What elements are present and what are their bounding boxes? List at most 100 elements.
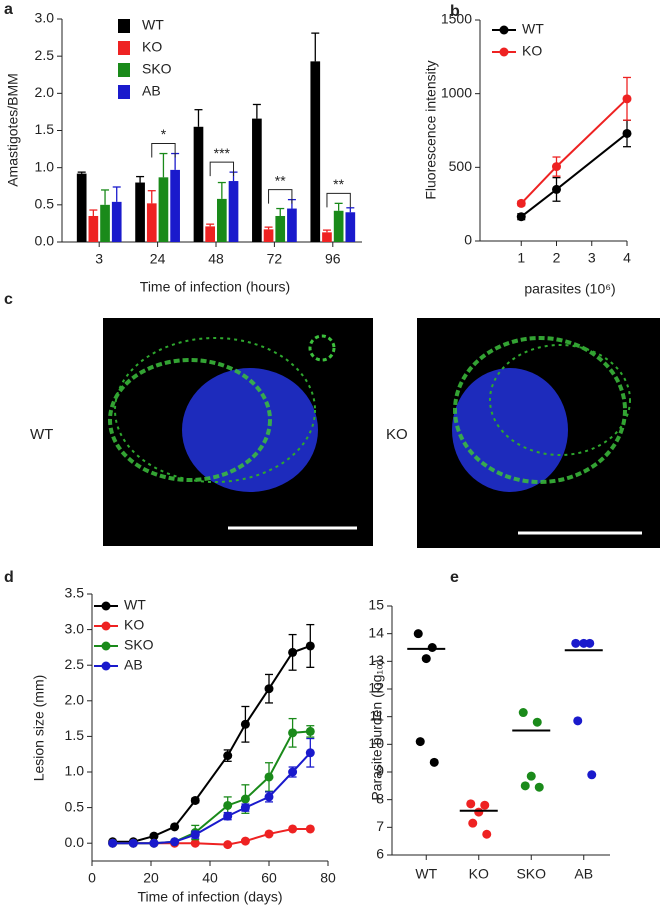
- data-point: [240, 803, 250, 813]
- panel-letter: c: [4, 291, 13, 308]
- data-point: [518, 708, 528, 718]
- legend-label: WT: [142, 17, 164, 33]
- legend-swatch: [118, 85, 130, 99]
- data-point: [170, 822, 180, 832]
- data-point: [413, 629, 423, 639]
- significance-label: **: [333, 176, 344, 192]
- x-tick-label: 3: [588, 250, 596, 266]
- series-line: [520, 98, 628, 205]
- x-tick-label: 60: [261, 870, 277, 886]
- y-tick-label: 1.0: [35, 158, 55, 174]
- data-point: [264, 772, 274, 782]
- y-tick-label: 10: [368, 735, 384, 751]
- y-tick-label: 0.5: [35, 196, 55, 212]
- y-axis-label: Amastigotes/BMM: [5, 73, 21, 187]
- y-tick-label: 2.5: [65, 656, 85, 672]
- legend-swatch: [118, 41, 130, 55]
- series-line: [520, 132, 628, 218]
- data-point: [240, 836, 250, 846]
- legend-marker: [101, 601, 111, 611]
- bar: [193, 126, 204, 242]
- y-tick-label: 6: [376, 846, 384, 862]
- image-label: KO: [386, 426, 408, 443]
- y-tick-label: 3.0: [65, 620, 85, 636]
- bar: [76, 173, 87, 242]
- data-point: [520, 781, 530, 791]
- series-line: [112, 752, 312, 845]
- data-point: [480, 800, 490, 810]
- x-tick-label: 72: [267, 251, 283, 267]
- bar: [217, 198, 227, 242]
- data-point: [149, 838, 159, 848]
- data-point: [526, 771, 536, 781]
- data-point: [516, 198, 526, 208]
- y-tick-label: 12: [368, 680, 384, 696]
- x-tick-label: SKO: [516, 866, 546, 882]
- data-point: [305, 748, 315, 758]
- data-point: [264, 792, 274, 802]
- data-point: [264, 684, 274, 694]
- data-point: [622, 94, 632, 104]
- data-point: [468, 818, 478, 828]
- significance-label: ***: [214, 145, 231, 161]
- panel-letter: b: [450, 3, 460, 20]
- data-point: [190, 795, 200, 805]
- micrograph: [417, 318, 660, 548]
- data-point: [108, 838, 118, 848]
- legend-label: KO: [142, 39, 162, 55]
- data-point: [223, 751, 233, 761]
- data-point: [532, 717, 542, 727]
- bar: [310, 61, 321, 243]
- y-tick-label: 14: [368, 624, 384, 640]
- significance-label: **: [275, 172, 286, 188]
- y-tick-label: 0.0: [35, 233, 55, 249]
- legend-label: KO: [124, 617, 144, 633]
- data-point: [223, 840, 233, 850]
- data-point: [571, 638, 581, 648]
- data-point: [622, 128, 632, 138]
- data-point: [474, 807, 484, 817]
- data-point: [170, 837, 180, 847]
- legend-label: WT: [124, 597, 146, 613]
- legend-marker: [101, 621, 111, 631]
- y-axis-label: Parasite burden (log₁₀): [369, 659, 385, 800]
- panel-letter: a: [4, 1, 13, 18]
- y-tick-label: 15: [368, 597, 384, 613]
- y-tick-label: 0: [464, 232, 472, 248]
- significance-bracket: [151, 143, 176, 158]
- data-point: [427, 643, 437, 652]
- y-tick-label: 2.0: [35, 84, 55, 100]
- x-tick-label: 2: [553, 250, 561, 266]
- significance-bracket: [268, 189, 293, 204]
- bar: [170, 169, 180, 242]
- y-tick-label: 2.0: [65, 692, 85, 708]
- bar: [228, 181, 239, 242]
- data-point: [190, 830, 200, 840]
- data-point: [190, 838, 200, 848]
- x-axis-label: parasites (10⁶): [524, 281, 615, 297]
- x-tick-label: WT: [415, 866, 437, 882]
- data-point: [579, 638, 589, 648]
- y-axis-label: Fluorescence intensity: [423, 60, 439, 199]
- significance-bracket: [326, 192, 351, 208]
- panel-letter: d: [4, 569, 14, 586]
- bar: [275, 215, 286, 242]
- micrograph: [103, 318, 373, 546]
- significance-label: *: [161, 126, 167, 142]
- legend-swatch: [118, 19, 130, 33]
- data-point: [240, 794, 250, 804]
- y-tick-label: 11: [369, 707, 384, 723]
- bar: [111, 201, 122, 242]
- y-tick-label: 1000: [441, 84, 472, 100]
- x-tick-label: 24: [150, 251, 166, 267]
- legend-label: SKO: [124, 637, 154, 653]
- data-point: [305, 824, 315, 834]
- legend-marker: [101, 661, 111, 671]
- x-axis-label: Time of infection (days): [138, 889, 283, 905]
- data-point: [516, 212, 526, 222]
- data-point: [288, 728, 298, 738]
- legend-swatch: [118, 63, 130, 77]
- bar: [333, 210, 344, 242]
- data-point: [305, 641, 315, 651]
